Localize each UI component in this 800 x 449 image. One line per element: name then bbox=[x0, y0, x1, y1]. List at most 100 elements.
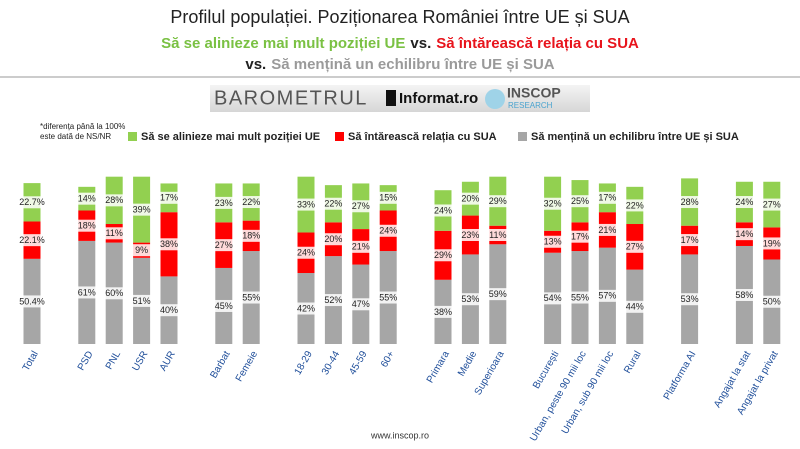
value-label: 33% bbox=[297, 199, 315, 209]
label-bg bbox=[238, 229, 265, 242]
label-bg bbox=[457, 192, 484, 205]
value-label: 38% bbox=[160, 239, 178, 249]
x-tick-label: Total bbox=[21, 349, 41, 373]
label-bg bbox=[484, 288, 511, 301]
value-label: 38% bbox=[434, 307, 452, 317]
label-bg bbox=[156, 191, 182, 204]
x-tick-label: Platforma AI bbox=[662, 349, 699, 402]
label-bg bbox=[101, 287, 128, 300]
value-label: 27% bbox=[626, 242, 644, 252]
value-label: 9% bbox=[135, 245, 148, 255]
value-label: 22% bbox=[626, 200, 644, 210]
label-bg bbox=[484, 228, 511, 241]
label-bg bbox=[210, 239, 237, 252]
x-tick-label: AUR bbox=[158, 349, 178, 373]
subtitle-part: Să se alinieze mai mult poziției UE bbox=[161, 35, 405, 52]
value-label: 25% bbox=[571, 196, 589, 206]
logo: INSCOP bbox=[507, 85, 561, 101]
label-bg bbox=[594, 191, 621, 204]
label-bg bbox=[128, 294, 155, 307]
value-label: 54% bbox=[544, 293, 562, 303]
x-tick-label: Urban, sub 90 mii loc bbox=[560, 349, 616, 436]
label-bg bbox=[375, 224, 402, 237]
value-label: 53% bbox=[461, 294, 479, 304]
x-tick-label: Medie bbox=[456, 349, 479, 378]
label-bg bbox=[347, 240, 374, 253]
subtitle-part: Să întărească relația cu SUA bbox=[436, 35, 639, 52]
label-bg bbox=[539, 235, 566, 248]
label-bg bbox=[457, 293, 484, 306]
subtitle-part: vs. bbox=[410, 35, 431, 52]
label-bg bbox=[73, 286, 100, 299]
label-bg bbox=[567, 291, 593, 304]
label-bg bbox=[210, 299, 237, 312]
value-label: 44% bbox=[626, 302, 644, 312]
value-label: 27% bbox=[352, 201, 370, 211]
value-label: 52% bbox=[324, 295, 342, 305]
label-bg bbox=[676, 293, 703, 306]
value-label: 11% bbox=[489, 230, 506, 240]
label-bg bbox=[238, 196, 265, 209]
subtitle-part: Să mențină un echilibru între UE și SUA bbox=[271, 56, 555, 73]
value-label: 42% bbox=[297, 303, 315, 313]
label-bg bbox=[539, 197, 566, 210]
logo: RESEARCH bbox=[508, 101, 553, 110]
x-tick-label: Barbat bbox=[208, 349, 232, 380]
value-label: 17% bbox=[681, 235, 699, 245]
label-bg bbox=[210, 196, 237, 209]
label-bg bbox=[238, 291, 265, 304]
label-bg bbox=[758, 295, 785, 308]
label-bg bbox=[156, 238, 182, 251]
value-label: 51% bbox=[133, 296, 151, 306]
value-label: 13% bbox=[544, 237, 562, 247]
value-label: 22% bbox=[324, 199, 342, 209]
value-label: 53% bbox=[681, 294, 699, 304]
value-label: 40% bbox=[160, 305, 178, 315]
label-bg bbox=[19, 295, 45, 308]
value-label: 58% bbox=[735, 290, 753, 300]
value-label: 17% bbox=[160, 193, 178, 203]
label-bg bbox=[567, 230, 593, 243]
value-label: 14% bbox=[78, 194, 96, 204]
x-tick-label: PSD bbox=[76, 349, 96, 372]
value-label: 20% bbox=[324, 234, 342, 244]
x-tick-label: 45-59 bbox=[347, 349, 370, 377]
label-bg bbox=[347, 298, 374, 311]
value-label: 55% bbox=[242, 292, 260, 302]
x-tick-label: 60+ bbox=[379, 349, 397, 369]
label-bg bbox=[758, 237, 785, 250]
note: este dată de NS/NR bbox=[40, 132, 111, 141]
value-label: 24% bbox=[297, 248, 315, 258]
value-label: 22% bbox=[242, 197, 260, 207]
value-label: 11% bbox=[106, 228, 123, 238]
value-label: 17% bbox=[571, 232, 589, 242]
x-tick-label: USR bbox=[130, 349, 150, 373]
value-label: 15% bbox=[379, 193, 397, 203]
value-label: 29% bbox=[434, 250, 452, 260]
label-bg bbox=[320, 197, 347, 210]
logo-bar bbox=[210, 85, 590, 112]
value-label: 57% bbox=[598, 291, 616, 301]
value-label: 27% bbox=[215, 240, 233, 250]
value-label: 20% bbox=[461, 194, 479, 204]
label-bg bbox=[731, 288, 758, 301]
label-bg bbox=[676, 234, 703, 247]
value-label: 19% bbox=[763, 238, 781, 248]
logo-icon bbox=[386, 90, 396, 106]
value-label: 14% bbox=[735, 229, 753, 239]
label-bg bbox=[539, 292, 566, 305]
value-label: 21% bbox=[352, 242, 370, 252]
label-bg bbox=[621, 199, 648, 212]
label-bg bbox=[594, 223, 621, 236]
value-label: 50% bbox=[763, 297, 781, 307]
value-label: 61% bbox=[78, 287, 96, 297]
label-bg bbox=[19, 196, 45, 209]
label-bg bbox=[73, 192, 100, 205]
value-label: 59% bbox=[489, 289, 507, 299]
subtitle-part: vs. bbox=[245, 56, 266, 73]
label-bg bbox=[347, 200, 374, 213]
legend-label: Să se alinieze mai mult poziției UE bbox=[141, 131, 320, 143]
label-bg bbox=[676, 196, 703, 209]
label-bg bbox=[430, 204, 456, 217]
label-bg bbox=[375, 191, 402, 204]
